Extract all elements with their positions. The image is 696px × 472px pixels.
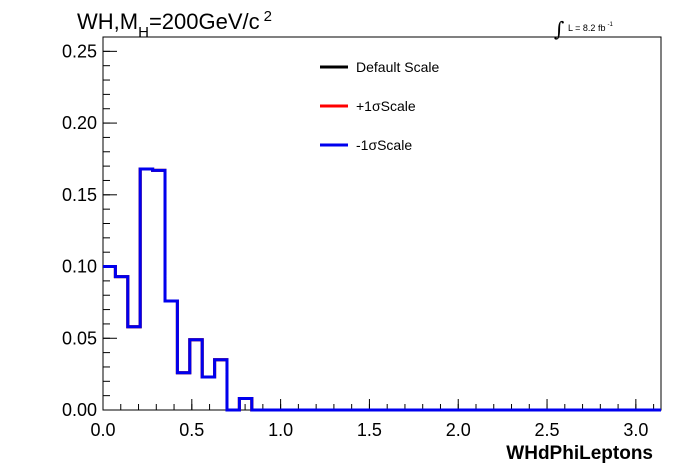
y-tick-label: 0.15 bbox=[62, 185, 97, 205]
x-tick-label: 3.0 bbox=[623, 420, 648, 440]
y-tick-label: 0.10 bbox=[62, 257, 97, 277]
chart-title: WH,MH=200GeV/c 2 bbox=[77, 8, 272, 41]
axes: 0.00 0.05 0.10 0.15 0.20 0.25 0.0 0.5 1.0 1.5 2.0 2… bbox=[62, 36, 655, 440]
luminosity-label: L = 8.2 fb -1 bbox=[568, 22, 613, 33]
x-tick-label: 2.0 bbox=[446, 420, 471, 440]
y-tick-label: 0.05 bbox=[62, 328, 97, 348]
x-tick-label: 2.5 bbox=[535, 420, 560, 440]
plot-frame bbox=[102, 36, 662, 411]
series-line-3 bbox=[103, 167, 661, 412]
y-tick-label: 0.20 bbox=[62, 113, 97, 133]
legend-label: -1σScale bbox=[356, 137, 412, 153]
x-tick-label: 0.5 bbox=[179, 420, 204, 440]
x-tick-label: 0.0 bbox=[90, 420, 115, 440]
luminosity-text: L = 8.2 fb bbox=[568, 23, 605, 33]
x-axis-label: WHdPhiLeptons bbox=[506, 443, 653, 464]
x-tick-label: 1.0 bbox=[268, 420, 293, 440]
x-tick-label: 1.5 bbox=[357, 420, 382, 440]
series-layer bbox=[103, 167, 661, 412]
legend: Default Scale +1σScale -1σScale bbox=[320, 59, 439, 153]
legend-label: Default Scale bbox=[356, 59, 439, 75]
title-subscript: H bbox=[138, 24, 149, 41]
luminosity-superscript: -1 bbox=[607, 22, 613, 28]
legend-label: +1σScale bbox=[356, 98, 416, 114]
y-tick-label: 0.00 bbox=[62, 400, 97, 420]
title-superscript: 2 bbox=[264, 8, 272, 25]
title-prefix: WH,M bbox=[77, 9, 138, 34]
integral-symbol: ∫ bbox=[554, 17, 564, 41]
y-tick-label: 0.25 bbox=[62, 41, 97, 61]
title-suffix: =200GeV/c bbox=[149, 9, 260, 34]
